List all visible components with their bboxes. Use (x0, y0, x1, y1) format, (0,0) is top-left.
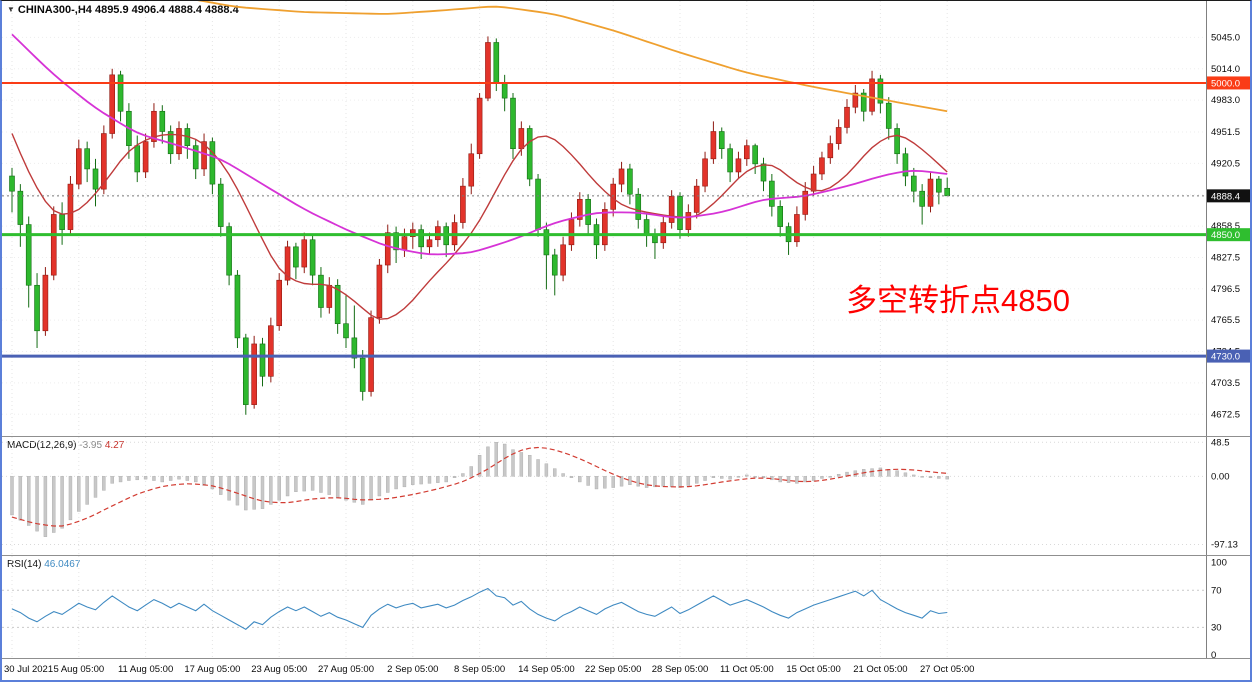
axis-tick-label: 5045.0 (1211, 32, 1240, 43)
macd-indicator-label: MACD(12,26,9) -3.95 4.27 (7, 440, 124, 451)
macd-signal-line (11, 446, 948, 527)
axis-tick-label: 70 (1211, 585, 1222, 596)
rsi-name: RSI(14) (7, 559, 42, 570)
time-label: 5 Aug 05:00 (53, 664, 104, 675)
rsi-value: 46.0467 (44, 559, 81, 570)
axis-tick-label: 4983.0 (1211, 95, 1240, 106)
axis-tick-label: 4703.5 (1211, 378, 1240, 389)
chart-header: ▼ CHINA300-,H4 4895.9 4906.4 4888.4 4888.… (7, 4, 239, 16)
axis-tick-label: 4827.5 (1211, 252, 1240, 263)
axis-tick-label: 4920.5 (1211, 158, 1240, 169)
svg-text:5000.0: 5000.0 (1211, 78, 1240, 89)
price-badge-4730.0: 4730.0 (1207, 349, 1250, 363)
ohlc-values: 4895.9 4906.4 4888.4 4888.4 (94, 4, 239, 16)
time-label: 21 Oct 05:00 (853, 664, 907, 675)
axis-tick-label: -97.13 (1211, 540, 1238, 551)
chart-annotation-text[interactable]: 多空转折点4850 (846, 283, 1070, 318)
ma-fast-line[interactable] (11, 133, 948, 320)
time-label: 2 Sep 05:00 (387, 664, 438, 675)
time-axis[interactable]: 30 Jul 2021 5 Aug 05:00 11 Aug 05:00 17 Aug… (2, 659, 1250, 680)
macd-signal-value: 4.27 (104, 440, 125, 451)
price-badge-4850.0: 4850.0 (1207, 228, 1250, 242)
axis-tick-label: 5014.0 (1211, 64, 1240, 75)
macd-panel-canvas[interactable]: 48.5 0.00 -97.13 (2, 437, 1250, 555)
time-label: 11 Oct 05:00 (720, 664, 774, 675)
time-label: 28 Sep 05:00 (652, 664, 709, 675)
price-axis[interactable] (1206, 1, 1250, 658)
time-label: 22 Sep 05:00 (585, 664, 642, 675)
time-label: 30 Jul 2021 (4, 664, 53, 675)
symbol-timeframe-label: CHINA300-,H4 (17, 4, 92, 16)
axis-tick-label: 100 (1211, 557, 1227, 568)
rsi-indicator-label: RSI(14) 46.0467 (7, 559, 80, 570)
axis-tick-label: 4796.5 (1211, 284, 1240, 295)
panel-splitter[interactable] (2, 436, 1250, 437)
macd-histogram (10, 442, 949, 537)
time-label: 14 Sep 05:00 (518, 664, 575, 675)
time-label: 17 Aug 05:00 (184, 664, 240, 675)
time-label: 27 Oct 05:00 (920, 664, 974, 675)
svg-text:4730.0: 4730.0 (1211, 352, 1240, 363)
time-label: 15 Oct 05:00 (786, 664, 840, 675)
axis-tick-label: 30 (1211, 622, 1222, 633)
panel-splitter[interactable] (2, 555, 1250, 556)
main-chart-canvas[interactable]: 5045.05014.04983.04951.54920.54889.54858… (2, 1, 1250, 436)
macd-name: MACD(12,26,9) (7, 440, 77, 451)
time-label: 11 Aug 05:00 (118, 664, 173, 675)
svg-text:4888.4: 4888.4 (1211, 191, 1240, 202)
time-label: 27 Aug 05:00 (318, 664, 374, 675)
price-badge-4888.4: 4888.4 (1207, 189, 1250, 203)
axis-tick-label: 0.00 (1211, 471, 1230, 482)
axis-tick-label: 0 (1211, 650, 1216, 658)
rsi-panel-canvas[interactable]: 100 70 30 0 (2, 556, 1250, 658)
symbol-dropdown-icon: ▼ (7, 5, 15, 14)
svg-text:4850.0: 4850.0 (1211, 230, 1240, 241)
candles-layer (9, 36, 951, 415)
ma-medium-line[interactable] (11, 33, 948, 256)
axis-tick-label: 4951.5 (1211, 127, 1240, 138)
macd-main-value: -3.95 (79, 440, 103, 451)
price-badge-5000.0: 5000.0 (1207, 76, 1250, 90)
axis-tick-label: 4672.5 (1211, 409, 1240, 420)
time-label: 8 Sep 05:00 (454, 664, 505, 675)
panel-splitter[interactable] (2, 658, 1250, 659)
rsi-line (11, 587, 948, 630)
time-label: 23 Aug 05:00 (251, 664, 307, 675)
axis-tick-label: 4858.5 (1211, 221, 1240, 232)
axis-tick-label: 4765.5 (1211, 315, 1240, 326)
axis-tick-label: 48.5 (1211, 437, 1230, 448)
